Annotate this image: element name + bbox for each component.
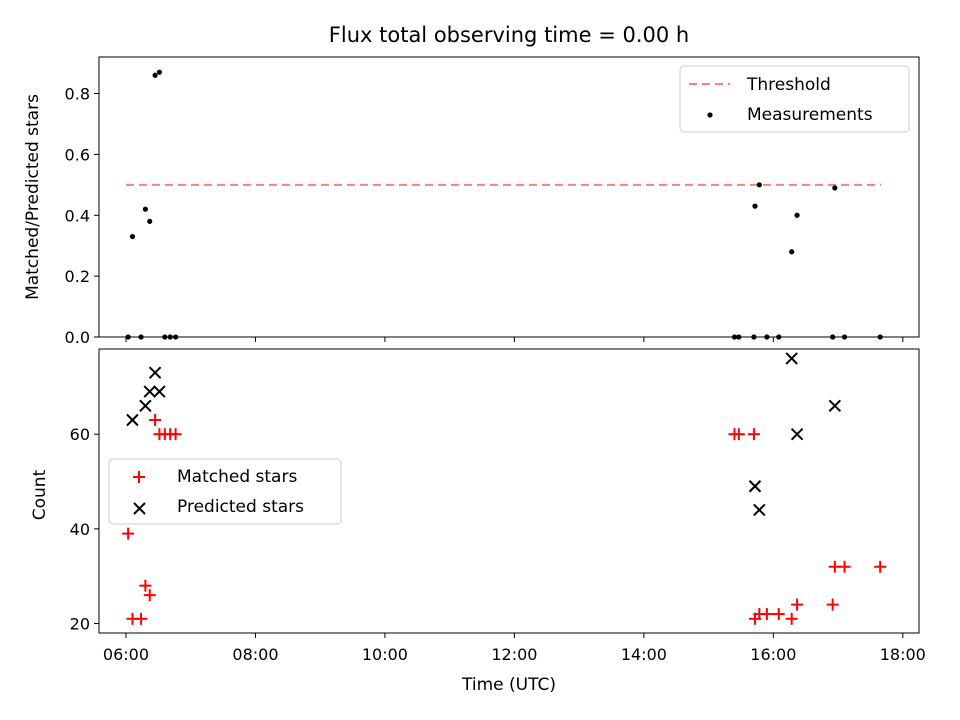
- legend-measurements-label: Measurements: [747, 105, 873, 125]
- bottom-y-tick-label: 40: [70, 520, 90, 539]
- matched-point: [149, 414, 162, 426]
- top-y-tick-label: 0.2: [65, 267, 90, 286]
- predicted-point: [143, 385, 156, 398]
- measurement-point: [147, 218, 153, 224]
- measurement-point: [794, 212, 800, 218]
- legend-matched-label: Matched stars: [177, 467, 297, 487]
- matched-point: [826, 598, 839, 611]
- matched-point: [143, 589, 156, 602]
- matched-point: [122, 527, 135, 540]
- x-axis-label: Time (UTC): [461, 675, 556, 695]
- legend-matched-swatch: [133, 471, 145, 483]
- bottom-panel: 20 40 60 06:00 08:00 10:00 12:00 14:00 16:00 18:…: [30, 348, 926, 695]
- bottom-y-axis-label: Count: [30, 469, 50, 520]
- top-y-tick-label: 0.8: [65, 85, 90, 104]
- matched-point: [139, 579, 152, 592]
- predicted-point: [126, 413, 139, 427]
- measurement-point: [789, 249, 795, 255]
- matched-point: [135, 612, 148, 625]
- x-tick-label: 18:00: [880, 645, 926, 664]
- top-axes-frame: [98, 56, 920, 338]
- measurement-point: [156, 69, 163, 75]
- bottom-marks: [122, 352, 887, 625]
- predicted-point: [753, 503, 766, 517]
- top-y-axis-label: Matched/Predicted stars: [23, 94, 43, 300]
- matched-point: [772, 608, 785, 621]
- x-tick-label: 08:00: [232, 645, 278, 664]
- chart-title: Flux total observing time = 0.00 h: [329, 23, 689, 47]
- measurement-point: [142, 206, 148, 212]
- measurement-point: [152, 72, 158, 78]
- predicted-point: [153, 385, 166, 398]
- predicted-point: [790, 427, 804, 441]
- measurement-point: [756, 182, 762, 188]
- bottom-y-tick-label: 20: [70, 615, 90, 634]
- matched-point: [747, 428, 760, 441]
- x-tick-label: 14:00: [621, 645, 667, 664]
- x-tick-label: 06:00: [103, 645, 149, 664]
- predicted-point: [828, 399, 842, 413]
- predicted-point: [785, 352, 798, 365]
- measurement-point: [752, 203, 758, 209]
- matched-point: [838, 560, 851, 573]
- matched-point: [169, 428, 182, 441]
- predicted-point: [748, 480, 762, 493]
- top-x-ticks: [125, 337, 904, 342]
- predicted-point: [148, 366, 162, 379]
- matched-point: [791, 598, 804, 611]
- top-legend: Threshold Measurements: [679, 65, 910, 133]
- legend-threshold-label: Threshold: [746, 75, 831, 95]
- top-y-tick-label: 0.0: [65, 328, 90, 347]
- matched-point: [760, 608, 773, 621]
- predicted-point: [139, 399, 152, 413]
- bottom-legend: Matched stars Predicted stars: [108, 458, 342, 525]
- measurement-point: [832, 185, 838, 191]
- bottom-x-axis: 06:00 08:00 10:00 12:00 14:00 16:00 18:00: [103, 633, 926, 664]
- top-y-tick-label: 0.6: [65, 145, 90, 164]
- matched-point: [732, 428, 745, 441]
- bottom-axes-frame: [98, 348, 920, 634]
- legend-predicted-label: Predicted stars: [177, 497, 304, 517]
- top-y-tick-label: 0.4: [65, 206, 90, 225]
- legend-measurements-swatch: [707, 112, 713, 118]
- top-panel: 0.00.20.40.60.8 Matched/Predicted stars …: [23, 56, 920, 347]
- measurement-point: [129, 233, 136, 240]
- x-tick-label: 10:00: [362, 645, 408, 664]
- x-tick-label: 16:00: [750, 645, 796, 664]
- top-y-axis: 0.0 0.2 0.4 0.6 0.8: [65, 85, 99, 347]
- matched-point: [874, 560, 887, 573]
- matched-point: [785, 612, 798, 625]
- bottom-y-axis: 20 40 60: [70, 425, 99, 634]
- bottom-y-tick-label: 60: [70, 425, 90, 444]
- x-tick-label: 12:00: [491, 645, 537, 664]
- legend-predicted-swatch: [133, 502, 146, 515]
